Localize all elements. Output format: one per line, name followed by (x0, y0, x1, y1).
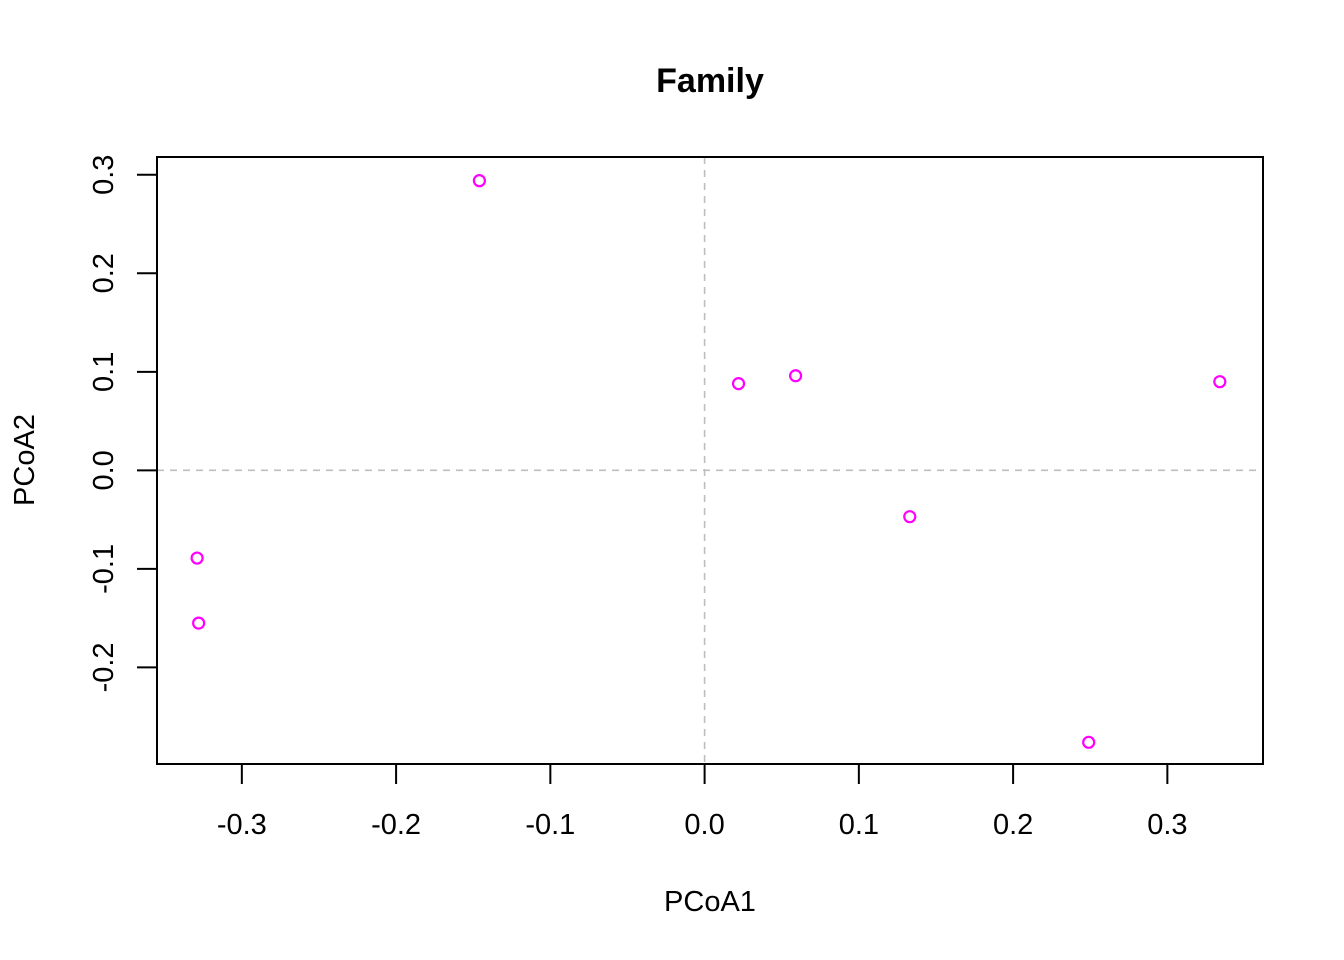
y-tick-label: 0.1 (88, 352, 120, 392)
x-axis-title: PCoA1 (664, 886, 756, 918)
y-axis: -0.2 -0.1 0.0 0.1 0.2 0.3 (88, 155, 158, 692)
data-point (190, 551, 204, 565)
y-axis-title: PCoA2 (9, 414, 41, 506)
x-tick-label: -0.3 (217, 809, 267, 841)
data-point (1082, 735, 1096, 749)
data-point (472, 174, 486, 188)
x-tick-label: -0.2 (371, 809, 421, 841)
chart-title: Family (656, 62, 764, 100)
x-tick-label: -0.1 (525, 809, 575, 841)
y-tick-label: 0.0 (88, 450, 120, 490)
y-tick-label: 0.2 (88, 253, 120, 293)
data-points (190, 174, 1227, 749)
x-tick-label: 0.1 (839, 809, 879, 841)
x-tick-label: 0.0 (684, 809, 724, 841)
data-point (192, 616, 206, 630)
x-axis: -0.3 -0.2 -0.1 0.0 0.1 0.2 0.3 (217, 763, 1188, 841)
data-point (789, 369, 803, 383)
y-tick-label: -0.2 (88, 642, 120, 692)
x-tick-label: 0.2 (993, 809, 1033, 841)
y-tick-label: -0.1 (88, 544, 120, 594)
data-point (1213, 375, 1227, 389)
data-point (731, 377, 746, 391)
x-tick-label: 0.3 (1147, 809, 1187, 841)
plot-frame (156, 156, 1264, 765)
y-tick-label: 0.3 (88, 155, 120, 195)
data-point (903, 510, 917, 524)
reference-lines (157, 157, 1263, 764)
